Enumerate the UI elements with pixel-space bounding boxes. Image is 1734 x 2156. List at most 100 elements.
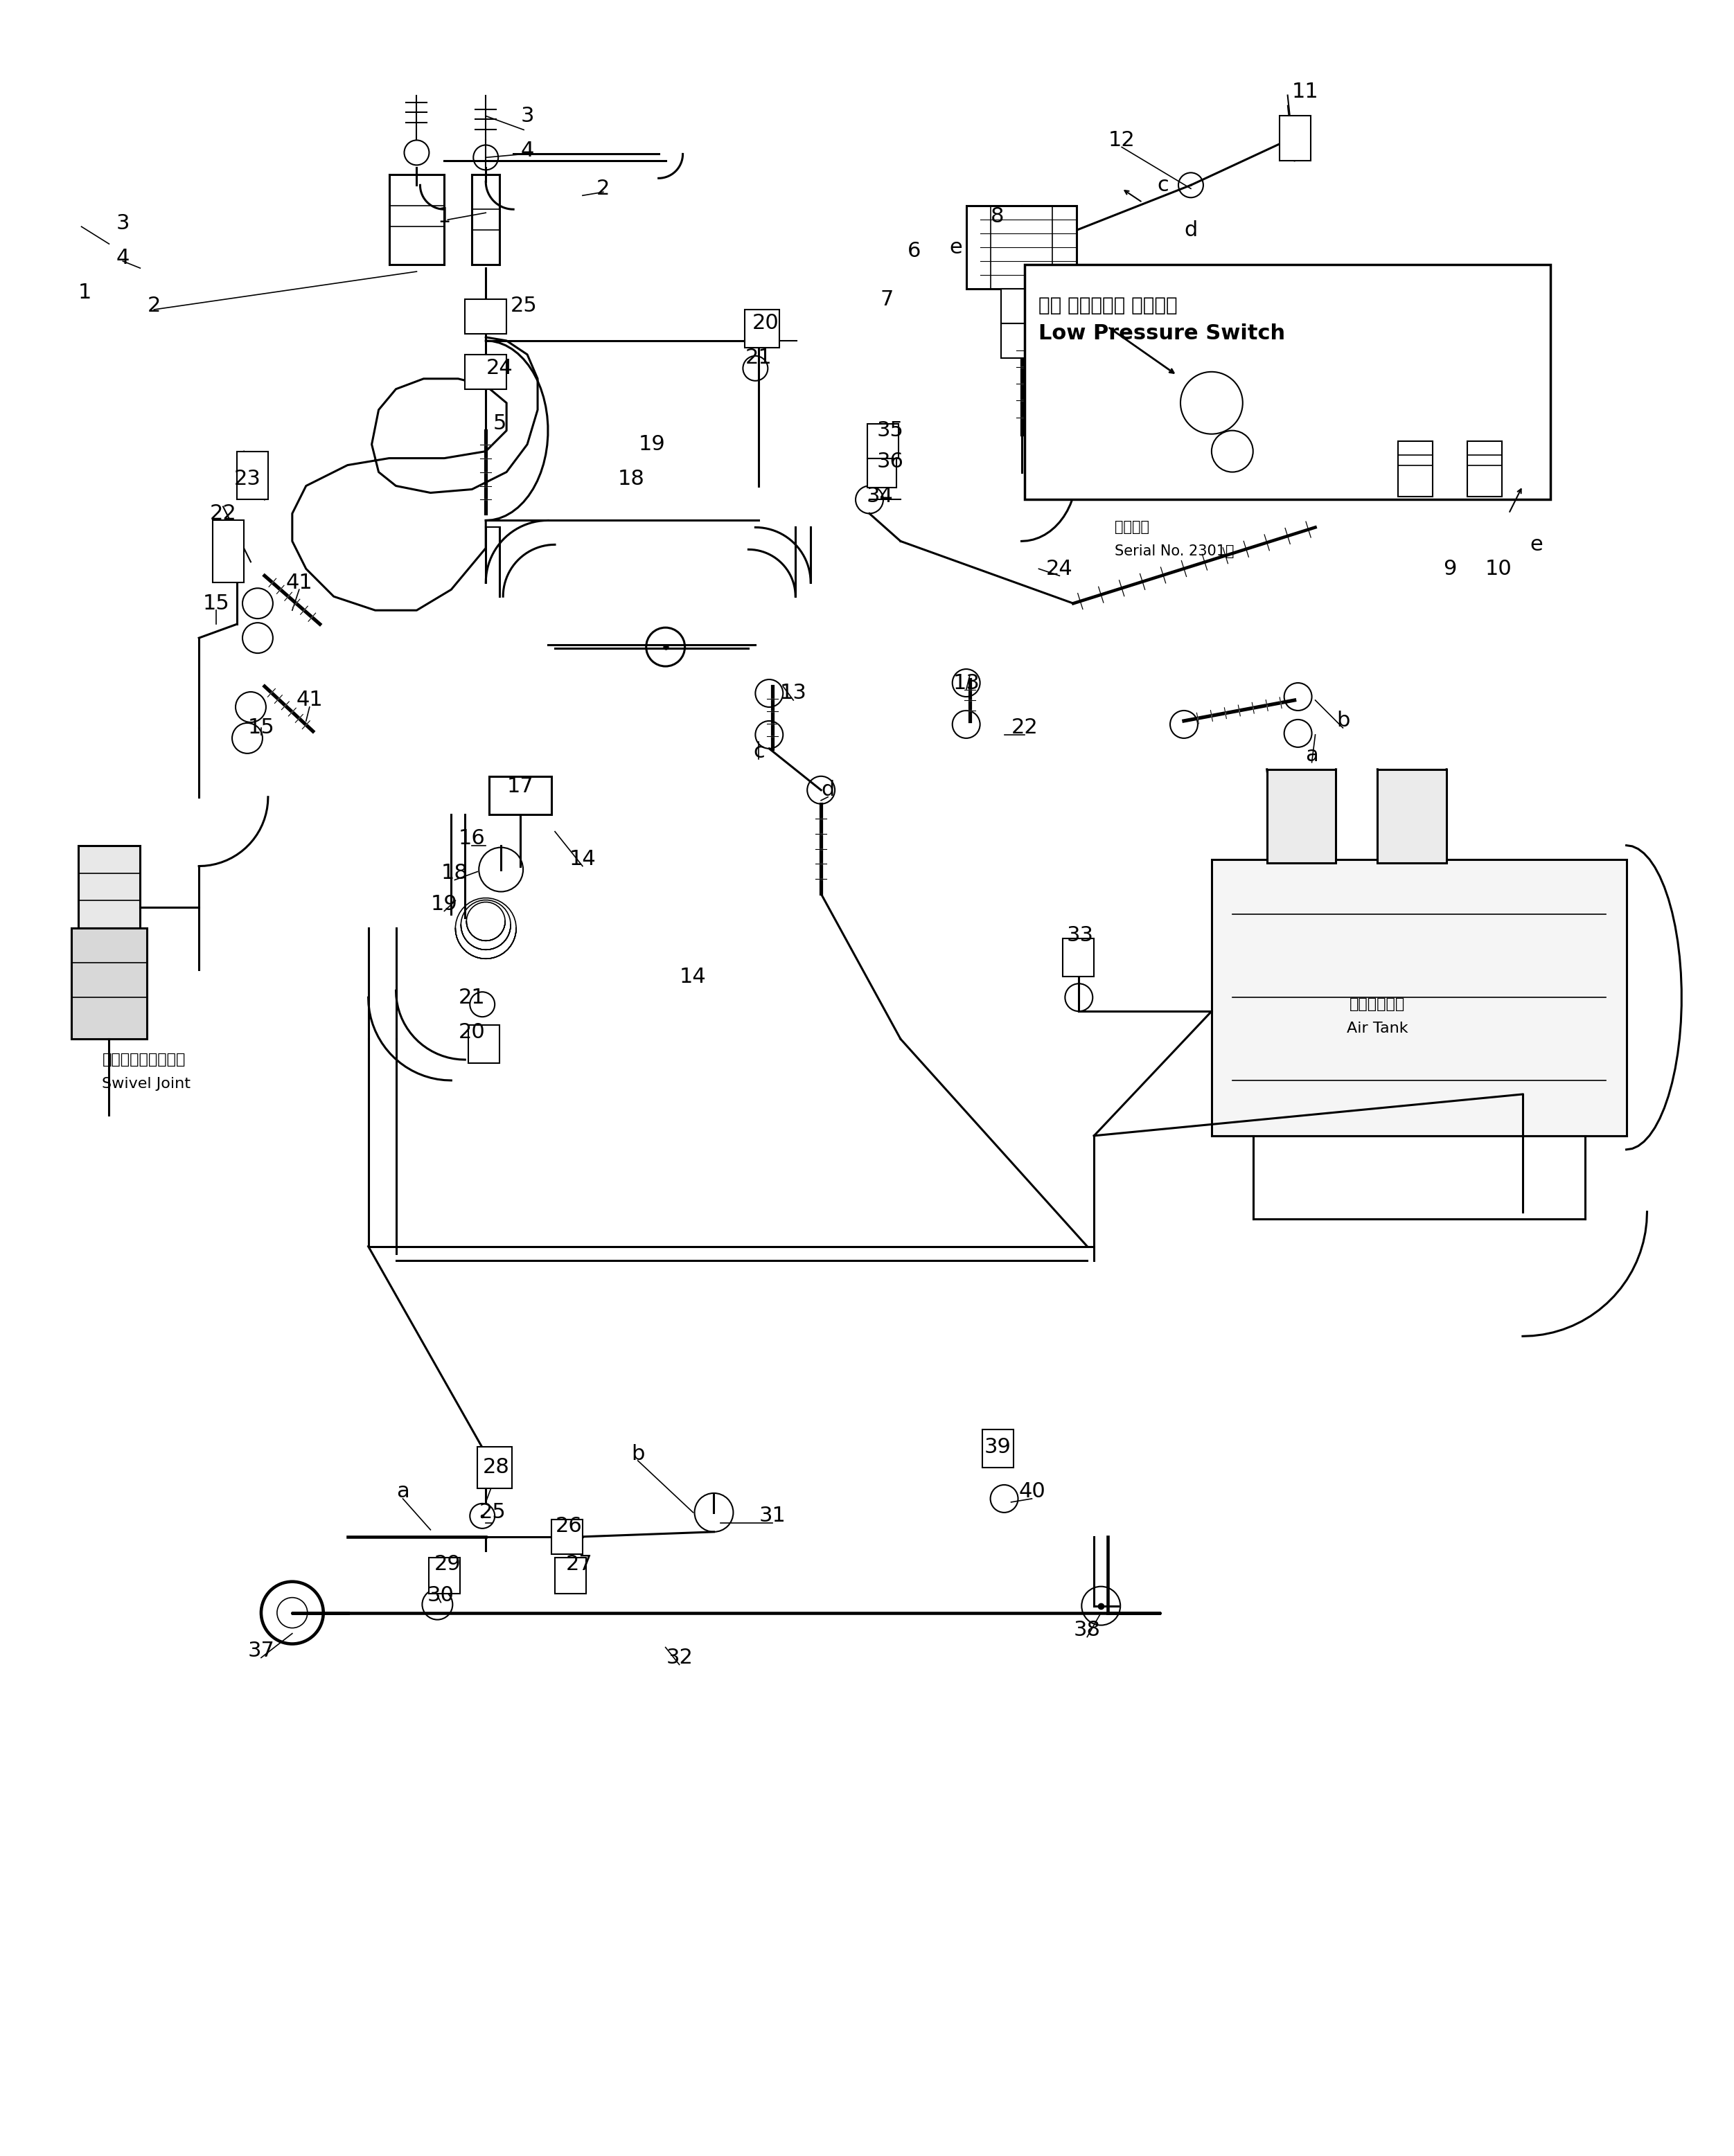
Text: 7: 7 (1053, 300, 1066, 319)
Text: a: a (1306, 746, 1318, 765)
Bar (1377, 770, 1446, 862)
Text: 25: 25 (479, 1503, 506, 1522)
Text: 5: 5 (1039, 330, 1053, 351)
Text: 16: 16 (458, 828, 486, 849)
Text: 23: 23 (234, 468, 260, 489)
Text: 33: 33 (1066, 925, 1094, 944)
Text: 12: 12 (1108, 129, 1136, 151)
Text: 20: 20 (753, 313, 779, 334)
Text: 31: 31 (759, 1505, 786, 1526)
Text: 30: 30 (427, 1585, 454, 1606)
Text: c: c (1157, 175, 1169, 196)
Text: 38: 38 (1073, 1619, 1101, 1641)
Text: エアータンク: エアータンク (1349, 998, 1405, 1011)
Text: 2: 2 (147, 295, 161, 317)
Bar (71, 929, 147, 1039)
Text: d: d (822, 780, 834, 800)
Text: 21: 21 (458, 987, 486, 1007)
Text: 1: 1 (437, 207, 451, 226)
Text: 14: 14 (569, 849, 596, 869)
Text: 32: 32 (666, 1647, 694, 1669)
Text: 9: 9 (1443, 558, 1457, 578)
Text: Low Pressure Switch: Low Pressure Switch (1039, 323, 1285, 343)
Text: 24: 24 (486, 358, 513, 379)
Bar (78, 845, 140, 929)
Text: b: b (631, 1445, 645, 1464)
Text: 8: 8 (990, 207, 1004, 226)
Text: 22: 22 (1011, 718, 1039, 737)
Text: 25: 25 (510, 295, 538, 317)
Text: a: a (397, 1481, 409, 1503)
Text: 37: 37 (248, 1641, 274, 1660)
Bar (981, 1429, 1013, 1468)
Text: 19: 19 (638, 433, 666, 455)
Text: c: c (753, 742, 765, 761)
Text: 18: 18 (440, 862, 468, 884)
Text: 3: 3 (520, 106, 534, 125)
Text: 21: 21 (746, 347, 772, 369)
Bar (1280, 116, 1311, 162)
Text: 13: 13 (952, 673, 980, 692)
Text: 5: 5 (492, 414, 506, 433)
Text: Serial No. 2301～: Serial No. 2301～ (1115, 545, 1235, 558)
Bar (867, 459, 896, 487)
Text: 26: 26 (555, 1516, 583, 1537)
Text: 18: 18 (617, 468, 645, 489)
Text: 15: 15 (248, 718, 274, 737)
Text: 13: 13 (780, 683, 806, 703)
Bar (1025, 265, 1550, 500)
Bar (489, 776, 551, 815)
Text: b: b (1337, 711, 1349, 731)
Text: Air Tank: Air Tank (1347, 1022, 1408, 1035)
Text: 4: 4 (520, 140, 534, 160)
Text: 11: 11 (1292, 82, 1318, 101)
Text: ロー プレッシャ スイッチ: ロー プレッシャ スイッチ (1039, 295, 1177, 315)
Text: 3: 3 (116, 213, 130, 233)
Text: 39: 39 (983, 1436, 1011, 1457)
Text: 14: 14 (680, 966, 706, 987)
Text: 22: 22 (210, 505, 236, 524)
Text: d: d (1184, 220, 1198, 239)
Text: e: e (948, 237, 962, 257)
Text: 36: 36 (877, 451, 903, 472)
Text: 20: 20 (458, 1022, 486, 1041)
Text: 34: 34 (867, 487, 893, 507)
Bar (428, 1557, 460, 1593)
Text: 1: 1 (78, 282, 92, 302)
Bar (465, 354, 506, 388)
Text: 27: 27 (565, 1554, 593, 1574)
Text: 適用号機: 適用号機 (1115, 520, 1150, 535)
Text: スイベルジョイント: スイベルジョイント (102, 1052, 186, 1067)
Bar (1398, 442, 1432, 496)
Text: 19: 19 (430, 895, 458, 914)
Text: e: e (1529, 535, 1543, 554)
Text: 29: 29 (434, 1554, 461, 1574)
Text: 6: 6 (1056, 364, 1070, 386)
Bar (1001, 289, 1042, 323)
Text: 40: 40 (1018, 1481, 1046, 1503)
Bar (465, 300, 506, 334)
Bar (477, 1447, 512, 1488)
Bar (1063, 938, 1094, 977)
Bar (966, 205, 1077, 289)
Bar (555, 1557, 586, 1593)
Text: 17: 17 (506, 776, 534, 796)
Text: 4: 4 (116, 248, 130, 267)
Bar (238, 451, 269, 500)
Bar (1001, 323, 1042, 358)
Text: Swivel Joint: Swivel Joint (102, 1078, 191, 1091)
Text: 2: 2 (596, 179, 610, 198)
Text: 24: 24 (1046, 558, 1073, 578)
Bar (468, 1024, 499, 1063)
Text: 28: 28 (482, 1457, 510, 1477)
Bar (1467, 442, 1502, 496)
Text: 6: 6 (907, 241, 921, 261)
Text: 10: 10 (1484, 558, 1512, 578)
Text: 7: 7 (879, 289, 893, 308)
Text: 15: 15 (203, 593, 229, 614)
Text: 41: 41 (286, 573, 312, 593)
Bar (746, 310, 780, 347)
Bar (867, 423, 898, 459)
Bar (1212, 860, 1626, 1136)
Bar (551, 1520, 583, 1554)
